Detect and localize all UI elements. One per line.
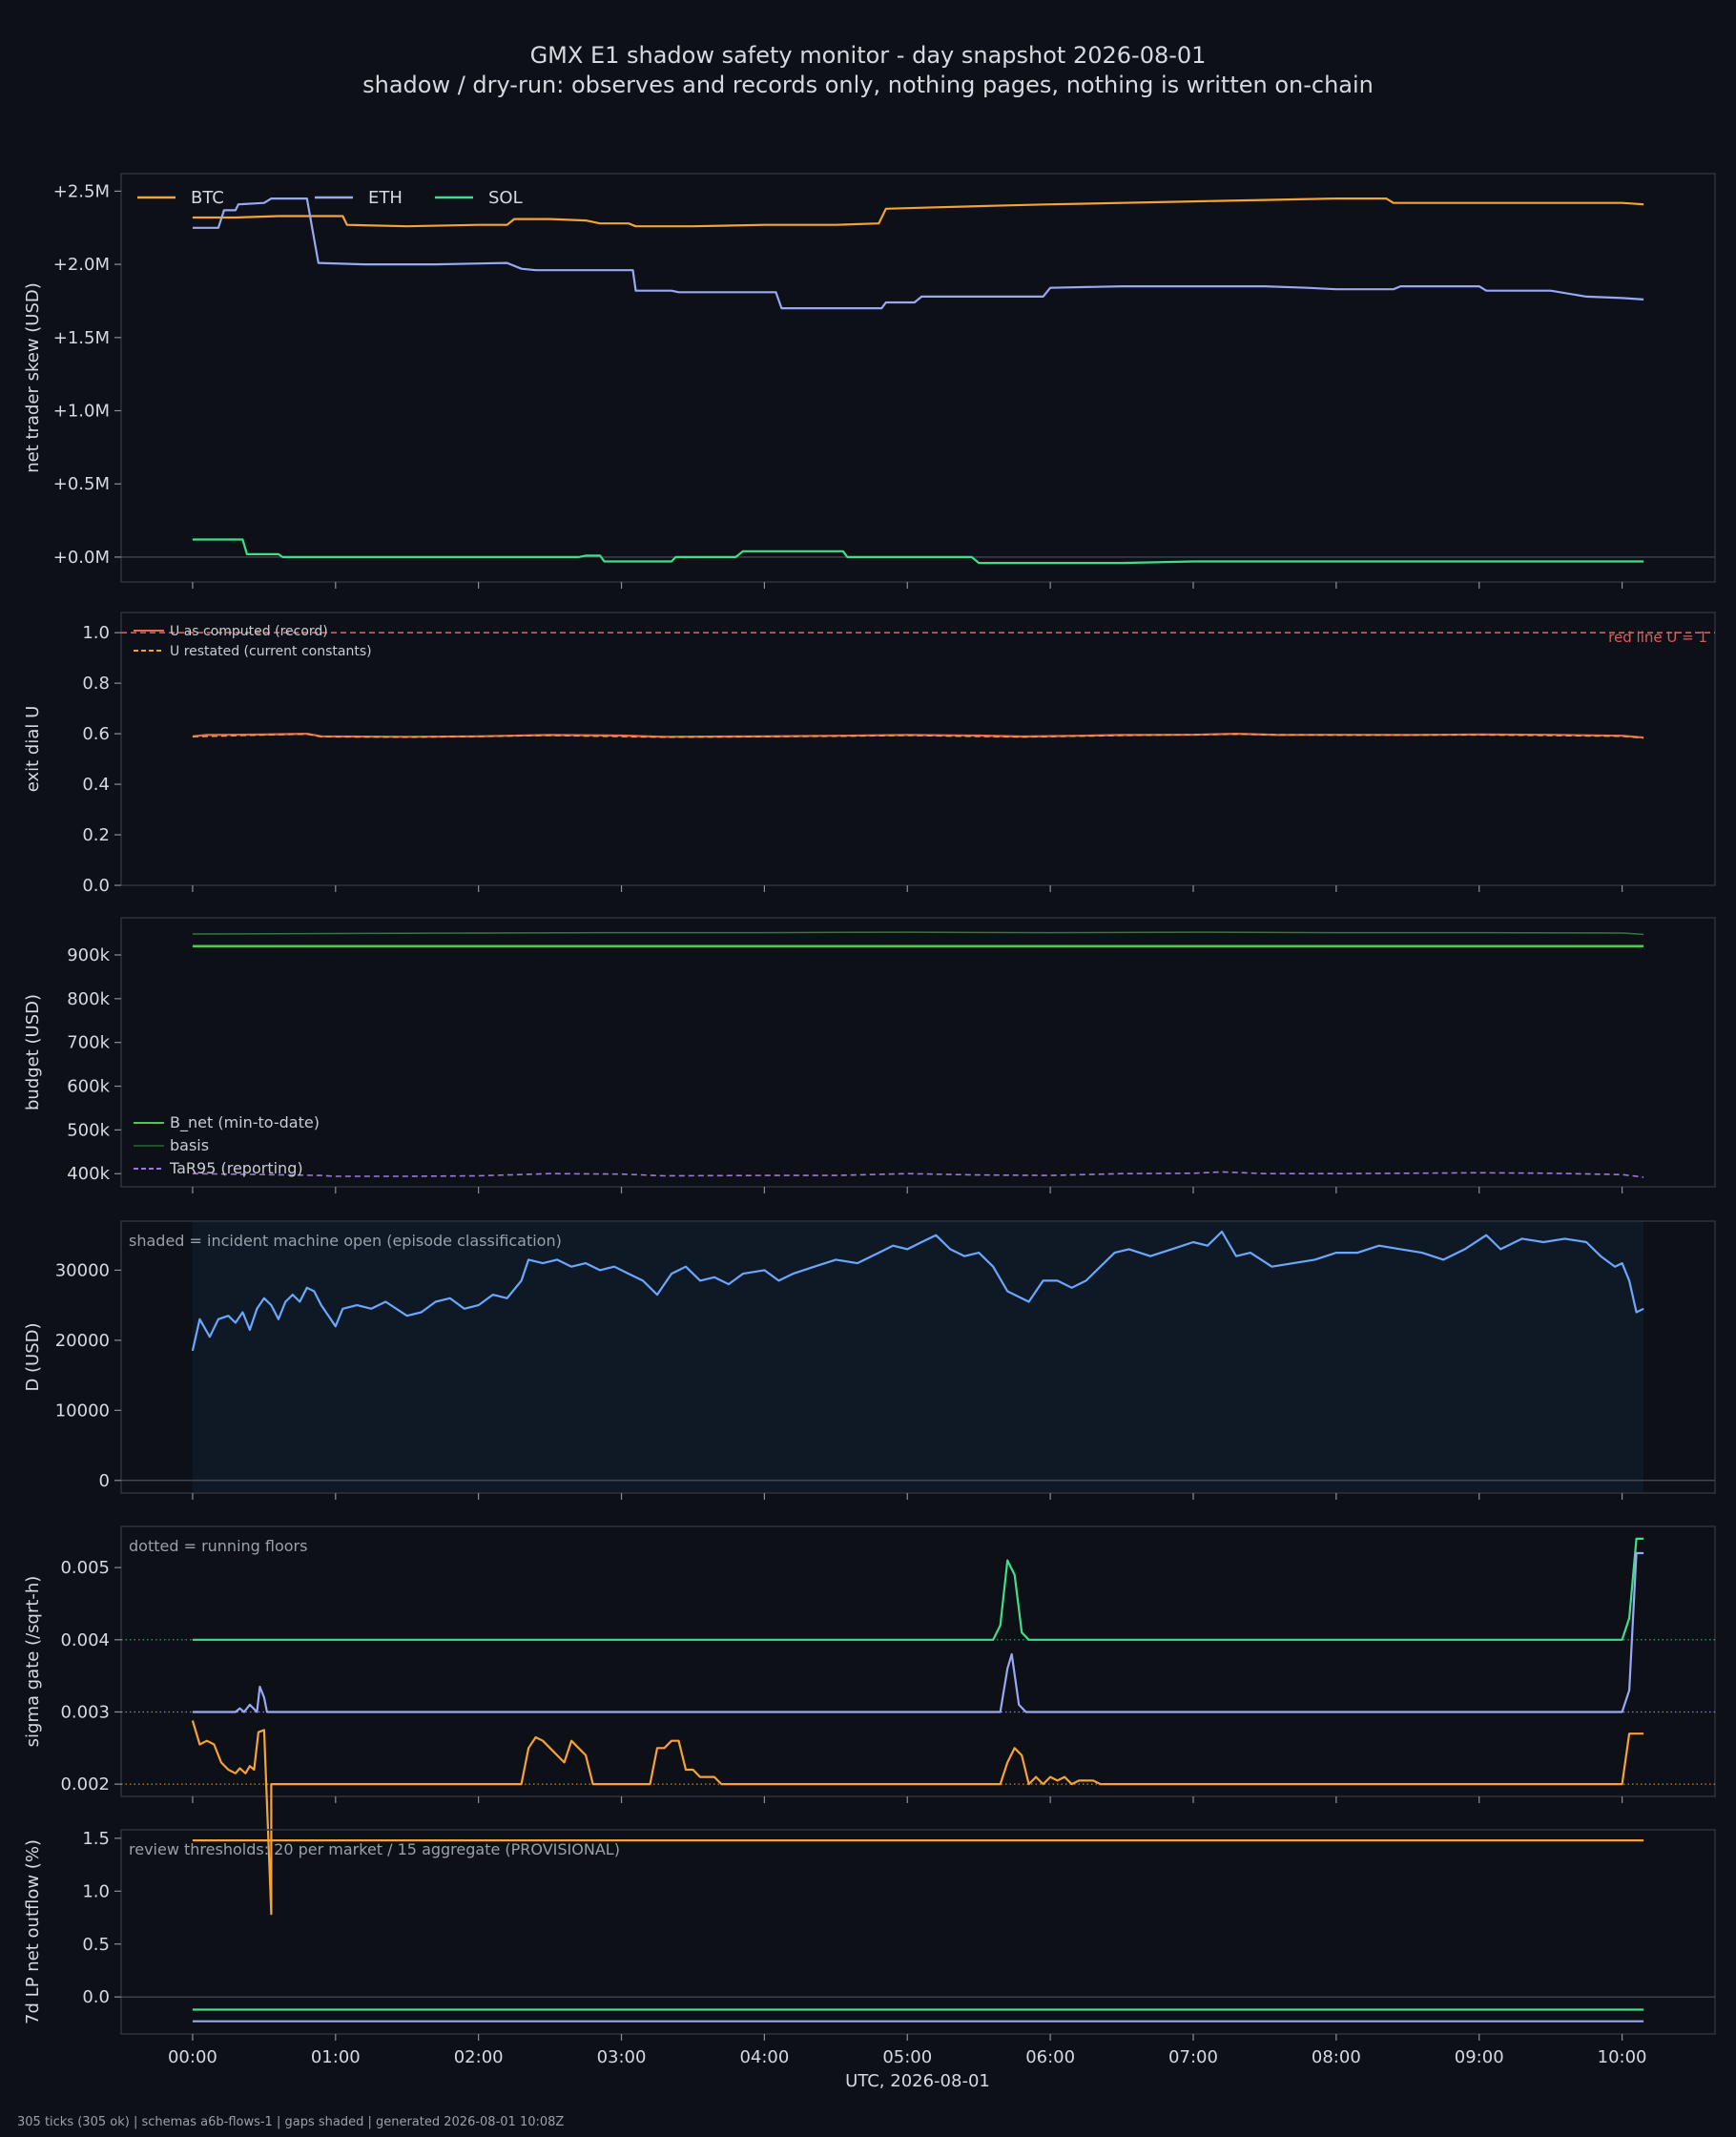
- y-tick-label: 700k: [67, 1033, 110, 1053]
- y-tick-label: 600k: [67, 1077, 110, 1097]
- legend-label-tar95-reporting: TaR95 (reporting): [169, 1159, 303, 1177]
- y-tick-label: 1.0: [82, 623, 110, 643]
- legend-label-eth: ETH: [368, 188, 403, 208]
- panel-frame: [120, 1525, 1716, 1797]
- y-tick-label: 400k: [67, 1164, 110, 1184]
- legend-label-u-restated-current-constants: U restated (current constants): [170, 644, 372, 659]
- y-tick-label: 0.5: [82, 1935, 110, 1955]
- y-tick-label: 1.5: [82, 1829, 110, 1849]
- y-tick-label: 0.8: [82, 674, 110, 694]
- figure-title: GMX E1 shadow safety monitor - day snaps…: [530, 42, 1207, 69]
- y-tick-label: 0: [99, 1471, 110, 1491]
- panel-frame: [120, 612, 1716, 886]
- y-tick-label: 0.6: [82, 724, 110, 744]
- y-tick-label: +0.0M: [53, 548, 110, 568]
- y-tick-label: +1.5M: [53, 328, 110, 348]
- y-tick-label: 0.005: [60, 1558, 110, 1578]
- y-tick-label: 0.4: [82, 775, 110, 795]
- series-line-sol: [192, 538, 1644, 565]
- legend-label-btc: BTC: [191, 188, 224, 208]
- x-tick-label: 10:00: [1598, 2047, 1647, 2067]
- y-tick-label: 0.002: [60, 1774, 110, 1795]
- panel-annotation: dotted = running floors: [129, 1537, 307, 1555]
- incident-shaded-region: [192, 1221, 1644, 1493]
- y-tick-label: 500k: [67, 1120, 110, 1140]
- y-tick-label: 800k: [67, 989, 110, 1009]
- y-tick-label: +0.5M: [53, 474, 110, 494]
- footer-status: 305 ticks (305 ok) | schemas a6b-flows-1…: [17, 2115, 564, 2129]
- y-tick-label: 900k: [67, 945, 110, 965]
- x-tick-label: 06:00: [1025, 2047, 1075, 2067]
- panel-2: 0.0 0.2 0.4 0.6 0.8 1.0 exit dial U red line U …: [23, 612, 1716, 896]
- legend-label-basis: basis: [170, 1136, 209, 1154]
- legend-label-b-net-min-to-date: B_net (min-to-date): [170, 1113, 320, 1132]
- y-axis-label: budget (USD): [23, 994, 43, 1110]
- series-line-basis: [192, 931, 1644, 936]
- x-tick-label: 04:00: [739, 2047, 789, 2067]
- x-tick-label: 05:00: [882, 2047, 932, 2067]
- y-tick-label: 0.2: [82, 825, 110, 845]
- y-tick-label: +2.0M: [53, 255, 110, 275]
- y-tick-label: 0.0: [82, 876, 110, 896]
- legend-label-u-as-computed-record: U as computed (record): [170, 624, 328, 639]
- x-tick-label: 08:00: [1312, 2047, 1361, 2067]
- series-line-btc: [191, 1720, 1644, 1916]
- y-tick-label: 20000: [55, 1331, 110, 1351]
- y-axis-label: D (USD): [23, 1322, 43, 1391]
- figure-subtitle: shadow / dry-run: observes and records o…: [362, 72, 1374, 98]
- panel-annotation: review thresholds: 20 per market / 15 ag…: [129, 1840, 620, 1858]
- series-line-d: [191, 1230, 1644, 1352]
- y-tick-label: 0.004: [60, 1630, 110, 1650]
- series-line-tar95-reporting: [192, 1171, 1644, 1178]
- x-axis-label: UTC, 2026-08-01: [845, 2071, 990, 2091]
- panel-frame: [120, 1829, 1716, 2035]
- series-line-eth: [192, 1551, 1644, 1713]
- y-tick-label: 0.003: [60, 1702, 110, 1722]
- y-tick-label: +2.5M: [53, 181, 110, 201]
- red-line-label: red line U = 1: [1608, 629, 1707, 646]
- panel-frame: [120, 917, 1716, 1188]
- y-tick-label: 30000: [55, 1260, 110, 1280]
- y-tick-label: 0.0: [82, 1987, 110, 2007]
- y-axis-label: 7d LP net outflow (%): [23, 1839, 43, 2024]
- x-tick-label: 01:00: [311, 2047, 361, 2067]
- panel-annotation: shaded = incident machine open (episode …: [129, 1232, 562, 1250]
- legend-label-sol: SOL: [488, 188, 523, 208]
- panel-4: 0 10000 20000 30000 D (USD) shaded = incident…: [23, 1220, 1716, 1500]
- x-tick-label: 00:00: [168, 2047, 217, 2067]
- panel-frame: [120, 173, 1716, 583]
- y-tick-label: +1.0M: [53, 402, 110, 422]
- y-axis-label: exit dial U: [23, 706, 43, 793]
- series-line-sol: [192, 1537, 1644, 1641]
- y-axis-label: net trader skew (USD): [23, 282, 43, 473]
- y-axis-label: sigma gate (/sqrt-h): [23, 1576, 43, 1748]
- x-tick-label: 07:00: [1168, 2047, 1218, 2067]
- panel-5: 0.002 0.003 0.004 0.005 sigma gate (/sqrt-h)…: [23, 1525, 1716, 1916]
- chart-panels: +0.0M +0.5M +1.0M +1.5M +2.0M +2.5M net trader…: [23, 173, 1716, 2067]
- y-tick-label: 1.0: [82, 1881, 110, 1901]
- y-tick-label: 10000: [55, 1400, 110, 1421]
- series-line-eth: [192, 197, 1644, 310]
- x-tick-label: 02:00: [454, 2047, 504, 2067]
- panel-3: 400k 500k 600k 700k 800k 900k budget (USD) B_ne…: [23, 917, 1716, 1193]
- series-line-btc: [192, 197, 1644, 228]
- panel-1: +0.0M +0.5M +1.0M +1.5M +2.0M +2.5M net trader…: [23, 173, 1716, 589]
- panel-6: 0.0 0.5 1.0 1.5 00:00 01:00 02:00 03:00 04:00 05:…: [23, 1829, 1716, 2067]
- panel-frame: [120, 1220, 1716, 1494]
- series-line-u-restated-current-constants: [192, 733, 1644, 739]
- x-tick-label: 03:00: [597, 2047, 647, 2067]
- x-tick-label: 09:00: [1455, 2047, 1504, 2067]
